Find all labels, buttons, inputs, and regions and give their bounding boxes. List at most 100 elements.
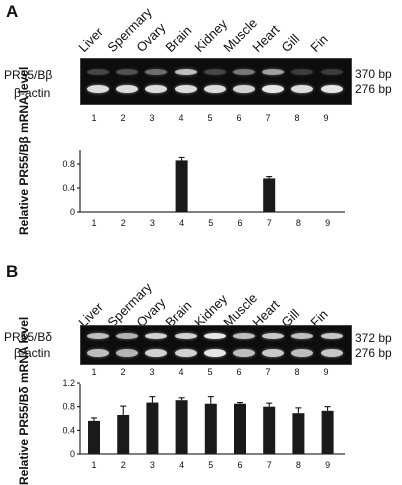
bar-chart-a: 0 0.4 0.8 1 2 3 4 5 6 7 8 9 [62,150,345,228]
gene-band [203,333,226,339]
gene-band [291,69,314,75]
gene-band [116,333,139,339]
bar [321,410,334,454]
x-tick-label: 9 [325,218,330,228]
lane-number: 4 [178,367,184,377]
lane-number: 5 [207,113,213,123]
gene-band [145,333,168,339]
x-tick-label: 5 [208,460,213,470]
gel-image-a [80,58,352,105]
control-band [320,349,343,357]
gene-band [262,333,285,339]
control-band [262,85,285,93]
tissue-label: Gill [278,31,303,55]
panel-a-letter: A [6,2,19,21]
control-band [203,349,226,357]
bar [146,402,159,454]
control-band [174,85,197,93]
gene-band [320,333,343,339]
control-bp-label: 276 bp [355,82,392,96]
bar [117,414,130,454]
lane-number: 9 [323,113,329,123]
x-tick-label: 3 [150,460,155,470]
gene-band [262,69,285,75]
gene-band [87,333,109,339]
y-tick-label: 0.8 [62,159,75,169]
control-band [291,85,314,93]
lane-number: 8 [294,113,300,123]
bar [234,403,246,454]
panel-b-letter: B [6,262,19,281]
control-band [203,85,226,93]
lane-number: 6 [236,367,242,377]
gene-band [233,69,255,75]
lane-number: 4 [178,113,184,123]
control-band [320,85,343,93]
lane-number: 7 [265,113,271,123]
gel-image-b [80,325,352,365]
x-tick-label: 7 [267,460,272,470]
bar [88,420,100,454]
bar [263,178,276,212]
gene-band [145,69,168,75]
control-band [291,349,314,357]
gene-band [233,333,255,339]
x-tick-label: 1 [91,460,96,470]
gene-label: PR55/Bδ [4,330,53,344]
x-tick-label: 5 [208,218,213,228]
gene-label: PR55/Bβ [4,68,53,82]
x-tick-label: 1 [91,218,96,228]
y-tick-label: 1.2 [62,378,75,388]
gene-bp-label: 370 bp [355,67,392,81]
gene-band [203,69,226,75]
control-band [145,349,168,357]
control-band [87,85,109,93]
control-band [174,349,197,357]
x-tick-label: 8 [296,460,301,470]
gene-band [116,69,139,75]
x-tick-label: 6 [237,218,242,228]
lane-number: 6 [236,113,242,123]
gene-band [291,333,314,339]
tissue-label: Fin [307,31,331,55]
bar [175,400,188,454]
control-band [87,349,109,357]
x-tick-label: 4 [179,218,184,228]
x-tick-label: 4 [179,460,184,470]
gene-band [320,69,343,75]
lane-number: 2 [120,113,126,123]
control-band [233,85,255,93]
y-tick-label: 0.8 [62,402,75,412]
lane-number: 3 [149,113,155,123]
lane-number: 5 [207,367,213,377]
lane-number: 1 [91,113,97,123]
y-tick-label: 0 [70,449,75,459]
control-bp-label: 276 bp [355,346,392,360]
lane-number: 9 [323,367,329,377]
control-band [145,85,168,93]
y-tick-label: 0 [70,207,75,217]
x-tick-label: 9 [325,460,330,470]
lane-number: 3 [149,367,155,377]
gene-band [174,69,197,75]
lane-number: 8 [294,367,300,377]
x-tick-label: 8 [296,218,301,228]
control-band [116,85,139,93]
bar [175,160,188,212]
gene-band [174,333,197,339]
x-tick-label: 3 [150,218,155,228]
lane-number: 2 [120,367,126,377]
x-tick-label: 2 [121,460,126,470]
x-tick-label: 7 [267,218,272,228]
tissue-label: Liver [75,24,106,55]
y-tick-label: 0.4 [62,183,75,193]
control-band [233,349,255,357]
gene-bp-label: 372 bp [355,331,392,345]
lane-number: 1 [91,367,97,377]
y-tick-label: 0.4 [62,425,75,435]
x-tick-label: 6 [237,460,242,470]
bar [204,403,217,454]
x-tick-label: 2 [121,218,126,228]
control-label: β-actin [14,346,51,360]
control-band [262,349,285,357]
